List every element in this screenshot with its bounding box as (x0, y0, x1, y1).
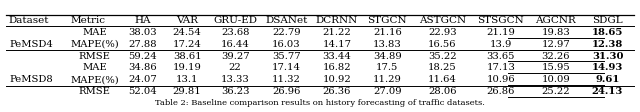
Text: SDGL: SDGL (592, 16, 623, 25)
Text: MAE: MAE (82, 28, 107, 37)
Text: PeMSD8: PeMSD8 (9, 75, 52, 84)
Text: RMSE: RMSE (79, 87, 111, 96)
Text: 10.92: 10.92 (323, 75, 351, 84)
Text: 11.32: 11.32 (272, 75, 301, 84)
Text: 13.9: 13.9 (490, 40, 512, 49)
Text: ASTGCN: ASTGCN (419, 16, 466, 25)
Text: 10.96: 10.96 (486, 75, 515, 84)
Text: 11.64: 11.64 (428, 75, 457, 84)
Text: 16.56: 16.56 (428, 40, 456, 49)
Text: 19.19: 19.19 (173, 63, 202, 72)
Text: 14.17: 14.17 (323, 40, 351, 49)
Text: 27.09: 27.09 (373, 87, 402, 96)
Text: 28.06: 28.06 (428, 87, 456, 96)
Text: 27.88: 27.88 (129, 40, 157, 49)
Text: HA: HA (134, 16, 151, 25)
Text: 26.86: 26.86 (486, 87, 515, 96)
Text: DCRNN: DCRNN (316, 16, 358, 25)
Text: 32.26: 32.26 (541, 52, 570, 60)
Text: 17.13: 17.13 (486, 63, 515, 72)
Text: Metric: Metric (71, 16, 106, 25)
Text: 21.16: 21.16 (373, 28, 402, 37)
Text: 26.96: 26.96 (273, 87, 301, 96)
Text: 52.04: 52.04 (129, 87, 157, 96)
Text: 12.97: 12.97 (541, 40, 570, 49)
Text: 38.03: 38.03 (129, 28, 157, 37)
Text: 13.33: 13.33 (221, 75, 250, 84)
Text: MAE: MAE (82, 63, 107, 72)
Text: MAPE(%): MAPE(%) (70, 75, 119, 84)
Text: 24.54: 24.54 (173, 28, 202, 37)
Text: 22.93: 22.93 (428, 28, 456, 37)
Text: 38.61: 38.61 (173, 52, 202, 60)
Text: Dataset: Dataset (9, 16, 49, 25)
Text: 59.24: 59.24 (129, 52, 157, 60)
Text: 17.24: 17.24 (173, 40, 202, 49)
Text: 34.86: 34.86 (129, 63, 157, 72)
Text: 34.89: 34.89 (373, 52, 402, 60)
Text: 25.22: 25.22 (541, 87, 570, 96)
Text: 16.44: 16.44 (221, 40, 250, 49)
Text: RMSE: RMSE (79, 52, 111, 60)
Text: 9.61: 9.61 (595, 75, 620, 84)
Text: 31.30: 31.30 (592, 52, 623, 60)
Text: STGCN: STGCN (367, 16, 407, 25)
Text: 16.03: 16.03 (272, 40, 301, 49)
Text: 35.22: 35.22 (428, 52, 456, 60)
Text: 22.79: 22.79 (272, 28, 301, 37)
Text: MAPE(%): MAPE(%) (70, 40, 119, 49)
Text: AGCNR: AGCNR (535, 16, 576, 25)
Text: 39.27: 39.27 (221, 52, 250, 60)
Text: 17.14: 17.14 (272, 63, 301, 72)
Text: VAR: VAR (176, 16, 198, 25)
Text: 13.83: 13.83 (373, 40, 402, 49)
Text: 14.93: 14.93 (592, 63, 623, 72)
Text: 36.23: 36.23 (221, 87, 250, 96)
Text: 18.25: 18.25 (428, 63, 457, 72)
Text: 33.44: 33.44 (323, 52, 351, 60)
Text: 23.68: 23.68 (221, 28, 250, 37)
Text: 22: 22 (228, 63, 241, 72)
Text: 18.65: 18.65 (592, 28, 623, 37)
Text: DSANet: DSANet (266, 16, 308, 25)
Text: 16.82: 16.82 (323, 63, 351, 72)
Text: STSGCN: STSGCN (477, 16, 524, 25)
Text: 15.95: 15.95 (541, 63, 570, 72)
Text: 21.19: 21.19 (486, 28, 515, 37)
Text: 17.5: 17.5 (376, 63, 399, 72)
Text: PeMSD4: PeMSD4 (9, 40, 53, 49)
Text: 26.36: 26.36 (323, 87, 351, 96)
Text: 21.22: 21.22 (323, 28, 351, 37)
Text: 29.81: 29.81 (173, 87, 202, 96)
Text: Table 2: Baseline comparison results on history forecasting of traffic datasets.: Table 2: Baseline comparison results on … (155, 99, 485, 107)
Text: 24.13: 24.13 (592, 87, 623, 96)
Text: 24.07: 24.07 (129, 75, 157, 84)
Text: 13.1: 13.1 (176, 75, 198, 84)
Text: 11.29: 11.29 (373, 75, 402, 84)
Text: 33.65: 33.65 (486, 52, 515, 60)
Text: GRU-ED: GRU-ED (213, 16, 257, 25)
Text: 35.77: 35.77 (272, 52, 301, 60)
Text: 10.09: 10.09 (541, 75, 570, 84)
Text: 19.83: 19.83 (541, 28, 570, 37)
Text: 12.38: 12.38 (592, 40, 623, 49)
